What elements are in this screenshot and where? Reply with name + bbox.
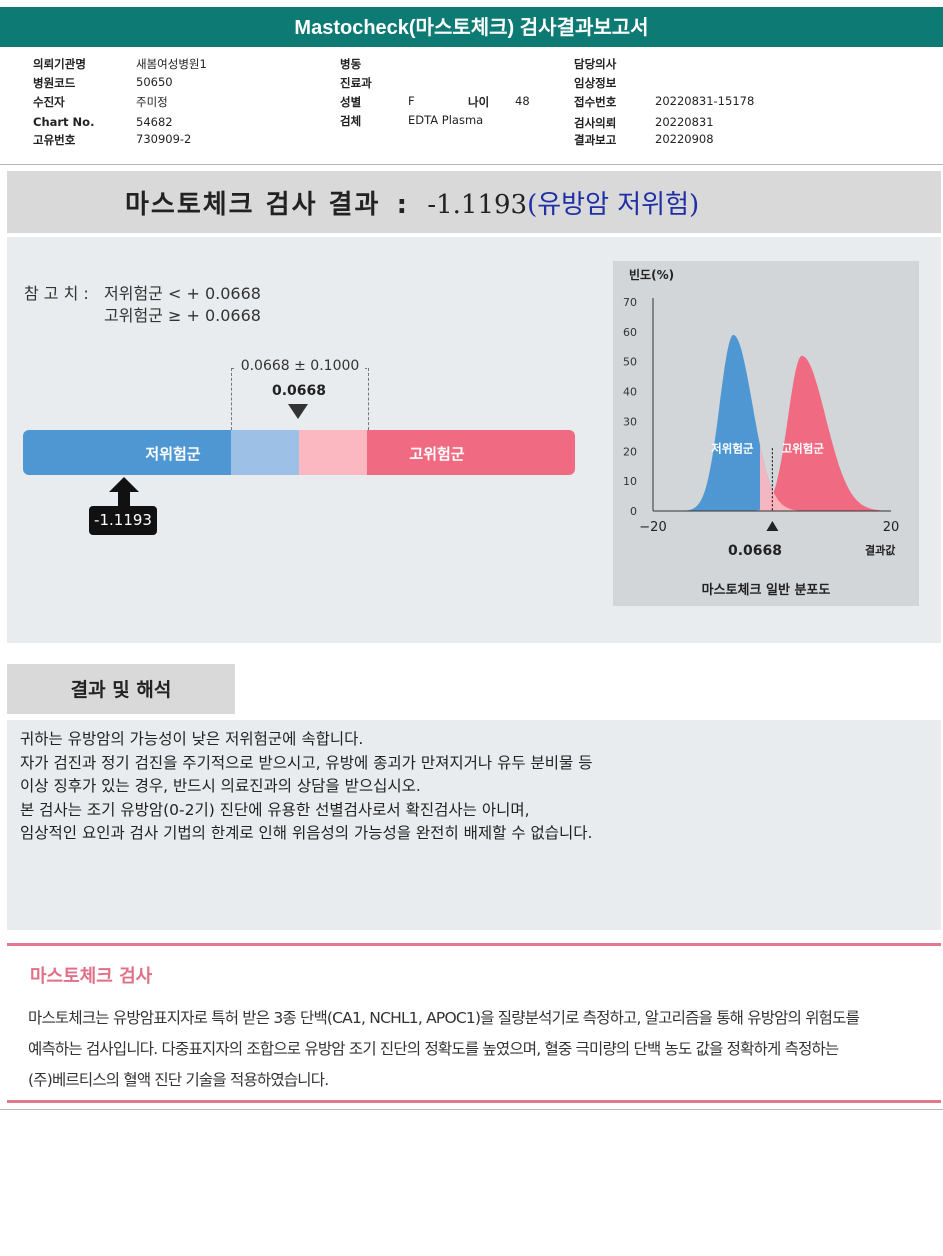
high-series-label: 고위험군 [782,441,825,455]
doctor-label: 담당의사 [574,57,617,71]
result-separator: : [396,190,410,220]
about-title: 마스토체크 검사 [30,966,153,987]
high-group-label: 고위험군 [409,445,465,463]
x-tick-label: −20 [639,520,666,535]
request-label: 검사의뢰 [574,116,617,130]
patient-label: 수진자 [33,95,65,109]
unique-label: 고유번호 [33,133,76,147]
patient-value-badge: -1.1193 [89,506,157,535]
report-label: 결과보고 [574,133,617,147]
divider [0,164,943,165]
specimen-label: 검체 [340,114,362,128]
cutoff-triangle-icon [766,521,779,531]
chart-value: 54682 [136,115,173,129]
chart-plot: 70 60 50 40 30 20 10 0−20 20 저위험군 고위험군 [623,296,899,535]
age-value: 48 [515,94,530,108]
receipt-label: 접수번호 [574,95,617,109]
dept-label: 진료과 [340,76,372,90]
ward-label: 병동 [340,57,362,71]
page-bottom-rule [0,1109,943,1110]
cutoff-marker-icon [288,404,308,419]
interpretation-title: 결과 및 해석 [7,664,235,714]
y-tick-label: 50 [623,356,637,369]
result-risk: (유방암 저위험) [527,190,700,220]
low-group-label: 저위험군 [145,445,201,463]
range-bracket [231,368,369,430]
low-series-label: 저위험군 [711,441,754,455]
age-label: 나이 [468,95,490,109]
low-risk-band [23,430,231,475]
sex-label: 성별 [340,95,362,109]
chart-ylabel: 빈도(%) [629,267,674,282]
low-risk-series [653,334,891,511]
chart-title: 마스토체크 일반 분포도 [702,582,831,598]
interpretation-line: 본 검사는 조기 유방암(0-2기) 진단에 유용한 선별검사로서 확진검사는 … [20,800,530,819]
institution-label: 의뢰기관명 [33,57,86,71]
reference-high: 고위험군 ≥ + 0.0668 [104,306,261,325]
y-tick-label: 40 [623,386,637,399]
interpretation-line: 임상적인 요인과 검사 기법의 한계로 인해 위음성의 가능성을 완전히 배제할… [20,824,593,842]
y-tick-label: 10 [623,475,637,488]
receipt-value: 20220831-15178 [655,94,755,108]
y-tick-label: 20 [623,445,637,458]
section-divider-bottom [7,1100,941,1103]
result-value: -1.1193 [427,190,528,220]
y-tick-label: 70 [623,296,637,309]
range-label: 0.0668 ± 0.1000 [235,358,365,374]
interpretation-line: 자가 검진과 정기 검진을 주기적으로 받으시고, 유방에 종괴가 만져지거나 … [20,753,593,772]
clinical-label: 임상정보 [574,76,617,90]
high-below-cutoff-area [653,509,760,511]
info-block: 의뢰기관명 새봄여성병원1 병원코드 50650 수진자 주미정 Chart N… [0,50,943,160]
request-value: 20220831 [655,115,714,129]
result-headline: 마스토체크 검사 결과 : -1.1193(유방암 저위험) [125,184,699,221]
chart-cutoff-label: 0.0668 [728,543,782,559]
distribution-chart: 70 60 50 40 30 20 10 0 −20 20 저위험군 고위험군 빈도(%) 결과값 마… [613,261,919,606]
interpretation-line: 귀하는 유방암의 가능성이 낮은 저위험군에 속합니다. [20,730,364,748]
high-risk-band [367,430,575,475]
high-risk-series [653,355,891,511]
x-tick-label: 20 [883,520,900,535]
section-divider-top [7,943,941,946]
result-bar [7,171,941,233]
unique-value: 730909-2 [136,132,192,146]
report-value: 20220908 [655,132,714,146]
reference-prefix: 참 고 치 : [24,284,89,303]
cutoff-label: 0.0668 [271,383,327,399]
up-arrow-icon [109,477,139,507]
low-above-cutoff-area [760,445,891,511]
about-line: 예측하는 검사입니다. 다중표지자의 조합으로 유방암 조기 진단의 정확도를 … [28,1040,839,1058]
result-label: 마스토체크 검사 결과 [125,190,381,220]
report-title: Mastocheck(마스토체크) 검사결과보고서 [0,7,943,47]
institution-value: 새봄여성병원1 [136,57,207,71]
y-tick-label: 30 [623,415,637,428]
chart-label: Chart No. [33,115,95,129]
reference-low: 저위험군 < + 0.0668 [104,284,261,303]
about-text: 마스토체크는 유방암표지자로 특허 받은 3종 단백(CA1, NCHL1, A… [28,1003,928,1096]
interpretation-line: 이상 징후가 있는 경우, 반드시 의료진과의 상담을 받으십시오. [20,777,421,795]
patient-value: 주미정 [136,95,168,109]
specimen-value: EDTA Plasma [408,113,484,127]
hospital-code-value: 50650 [136,75,173,89]
low-uncertain-band [231,430,299,475]
y-tick-label: 60 [623,326,637,339]
chart-xlabel: 결과값 [865,543,895,557]
hospital-code-label: 병원코드 [33,76,76,90]
high-uncertain-band [299,430,367,475]
interpretation-box: 귀하는 유방암의 가능성이 낮은 저위험군에 속합니다. 자가 검진과 정기 검… [7,720,941,930]
sex-value: F [408,94,415,108]
y-tick-label: 0 [630,505,637,518]
about-line: 마스토체크는 유방암표지자로 특허 받은 3종 단백(CA1, NCHL1, A… [28,1009,860,1027]
about-line: (주)베르티스의 혈액 진단 기술을 적용하였습니다. [28,1071,329,1089]
